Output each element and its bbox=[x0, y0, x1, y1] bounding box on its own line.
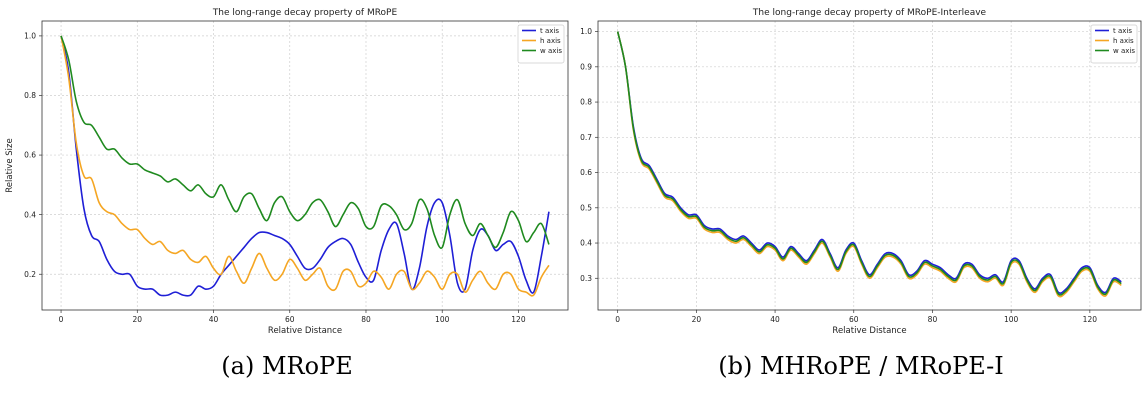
x-axis-label: Relative Distance bbox=[832, 326, 906, 336]
legend-box bbox=[517, 24, 565, 64]
chart-title: The long-range decay property of MRoPE-I… bbox=[752, 8, 987, 18]
y-tick-label: 0.7 bbox=[580, 133, 592, 142]
x-tick-label: 60 bbox=[849, 315, 859, 324]
legend-label: w axis bbox=[540, 47, 562, 55]
legend-label: h axis bbox=[1113, 37, 1134, 45]
series-line-t-axis bbox=[616, 31, 1122, 294]
y-tick-label: 0.4 bbox=[24, 210, 36, 219]
y-tick-label: 1.0 bbox=[24, 31, 36, 40]
x-tick-label: 80 bbox=[928, 315, 938, 324]
x-tick-label: 0 bbox=[615, 315, 620, 324]
y-tick-label: 0.8 bbox=[24, 91, 36, 100]
x-tick-label: 0 bbox=[59, 315, 64, 324]
x-tick-label: 20 bbox=[133, 315, 143, 324]
series-line-h-axis bbox=[616, 31, 1122, 298]
x-tick-label: 40 bbox=[770, 315, 780, 324]
legend-label: t axis bbox=[1113, 27, 1132, 35]
series-line-w-axis bbox=[60, 35, 550, 249]
y-tick-label: 0.9 bbox=[580, 62, 592, 71]
y-tick-label: 0.3 bbox=[580, 274, 592, 283]
x-tick-label: 80 bbox=[361, 315, 371, 324]
left-chart-panel: 0 20 40 60 80 100 120 0.2 0.4 0.6 0.8 1.0 The long-r… bbox=[5, 8, 569, 380]
x-tick-label: 100 bbox=[435, 315, 450, 324]
x-tick-label: 20 bbox=[692, 315, 702, 324]
legend-label: h axis bbox=[540, 37, 561, 45]
right-chart-panel: 0 20 40 60 80 100 120 0.3 0.4 0.5 0.6 0.7 0.8 0.9 1.0 T… bbox=[574, 0, 1148, 413]
plot-frame bbox=[597, 20, 1142, 311]
right-caption: (b) MHRoPE / MRoPE-I bbox=[718, 352, 1004, 380]
x-tick-label: 40 bbox=[209, 315, 219, 324]
legend-label: t axis bbox=[540, 27, 559, 35]
series-line-h-axis bbox=[60, 35, 550, 297]
mrope-decay-chart: 0 20 40 60 80 100 120 0.2 0.4 0.6 0.8 1.0 The long-r… bbox=[5, 8, 569, 336]
chart-title: The long-range decay property of MRoPE bbox=[212, 8, 398, 18]
y-tick-label: 0.6 bbox=[580, 168, 592, 177]
series-line-t-axis bbox=[60, 35, 550, 297]
legend-label: w axis bbox=[1113, 47, 1135, 55]
x-tick-label: 120 bbox=[1083, 315, 1098, 324]
plot-frame bbox=[41, 20, 569, 311]
mrope-interleave-decay-chart: 0 20 40 60 80 100 120 0.3 0.4 0.5 0.6 0.7 0.8 0.9 1.0 T… bbox=[580, 8, 1142, 336]
y-tick-label: 1.0 bbox=[580, 27, 592, 36]
x-axis-label: Relative Distance bbox=[268, 326, 342, 336]
x-tick-label: 60 bbox=[285, 315, 295, 324]
y-tick-label: 0.8 bbox=[580, 98, 592, 107]
series-line-w-axis bbox=[616, 31, 1122, 296]
y-tick-label: 0.4 bbox=[580, 239, 592, 248]
x-tick-label: 100 bbox=[1004, 315, 1019, 324]
y-axis-label: Relative Size bbox=[5, 138, 15, 192]
x-tick-label: 120 bbox=[511, 315, 526, 324]
legend-box bbox=[1090, 24, 1138, 64]
y-tick-label: 0.6 bbox=[24, 151, 36, 160]
left-caption: (a) MRoPE bbox=[221, 352, 353, 380]
y-tick-label: 0.2 bbox=[24, 270, 36, 279]
y-tick-label: 0.5 bbox=[580, 203, 592, 212]
